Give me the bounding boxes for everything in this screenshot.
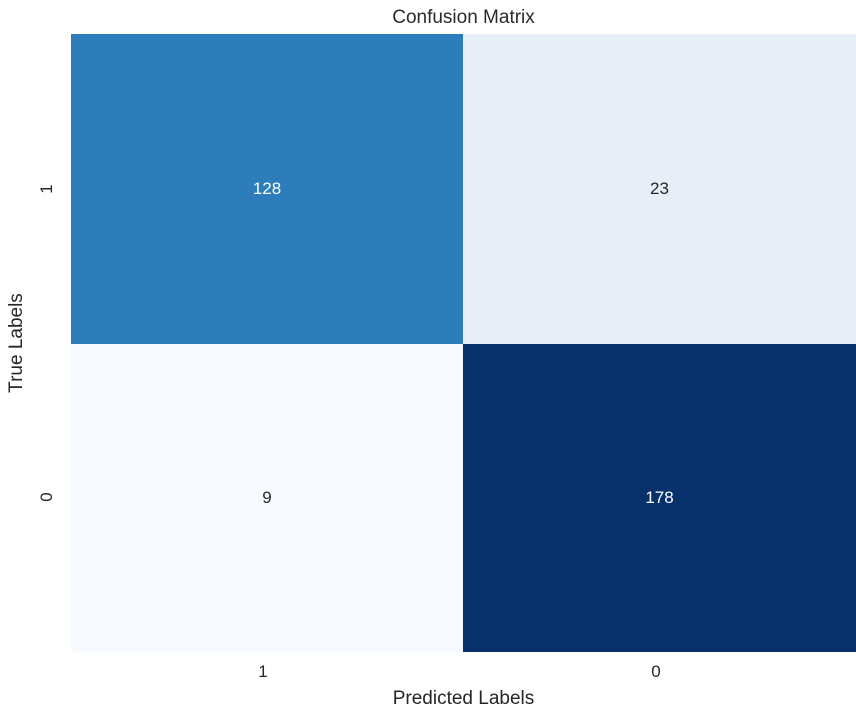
y-tick-label-0: 0 <box>37 492 56 502</box>
heatmap-cell-true1-pred0: 23 <box>463 34 856 344</box>
y-axis-label: True Labels <box>6 293 27 393</box>
heatmap-cell-true0-pred0: 178 <box>463 344 856 652</box>
x-axis-label: Predicted Labels <box>392 688 535 709</box>
heatmap-cell-true0-pred1: 9 <box>71 344 463 652</box>
x-tick-label-1: 1 <box>258 662 268 681</box>
chart-title: Confusion Matrix <box>392 7 535 28</box>
heatmap-grid: 128 23 9 178 <box>71 34 856 652</box>
x-tick-label-0: 0 <box>651 662 661 681</box>
heatmap-cell-true1-pred1: 128 <box>71 34 463 344</box>
y-tick-label-1: 1 <box>37 184 56 194</box>
